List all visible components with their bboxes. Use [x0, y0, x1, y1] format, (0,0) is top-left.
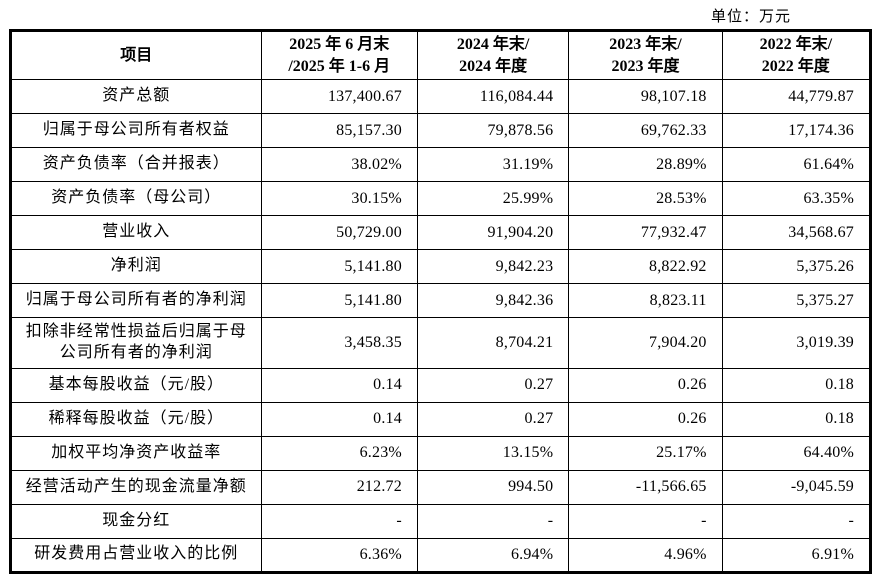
cell-value: 98,107.18 [568, 79, 723, 115]
table-row: 资产负债率（母公司） 30.15% 25.99% 28.53% 63.35% [10, 181, 872, 217]
row-label: 研发费用占营业收入的比例 [10, 537, 262, 573]
row-label: 营业收入 [10, 215, 262, 251]
row-label: 资产总额 [10, 79, 262, 115]
row-label: 经营活动产生的现金流量净额 [10, 469, 262, 505]
cell-value: 3,019.39 [721, 317, 872, 369]
cell-value: 4.96% [568, 537, 723, 573]
table-row: 归属于母公司所有者权益 85,157.30 79,878.56 69,762.3… [10, 113, 872, 149]
cell-value: 63.35% [721, 181, 872, 217]
cell-value: 3,458.35 [260, 317, 418, 369]
cell-value: 50,729.00 [260, 215, 418, 251]
cell-value: 31.19% [416, 147, 570, 183]
row-label: 基本每股收益（元/股） [10, 367, 262, 403]
cell-value: 28.53% [568, 181, 723, 217]
cell-value: 8,704.21 [416, 317, 570, 369]
cell-value: 38.02% [260, 147, 418, 183]
cell-value: 25.17% [568, 435, 723, 471]
cell-value: 0.18 [721, 401, 872, 437]
cell-value: 0.27 [416, 401, 570, 437]
table-row: 净利润 5,141.80 9,842.23 8,822.92 5,375.26 [10, 249, 872, 285]
row-label: 净利润 [10, 249, 262, 285]
row-label: 扣除非经常性损益后归属于母 公司所有者的净利润 [10, 317, 262, 369]
cell-value: -9,045.59 [721, 469, 872, 505]
column-header-2025: 2025 年 6 月末 /2025 年 1-6 月 [260, 29, 418, 81]
row-label: 资产负债率（母公司） [10, 181, 262, 217]
row-label: 稀释每股收益（元/股） [10, 401, 262, 437]
cell-value: 6.94% [416, 537, 570, 573]
table-row: 营业收入 50,729.00 91,904.20 77,932.47 34,56… [10, 215, 872, 251]
cell-value: 212.72 [260, 469, 418, 505]
cell-value: 0.18 [721, 367, 872, 403]
cell-value: 8,823.11 [568, 283, 723, 319]
cell-value: 28.89% [568, 147, 723, 183]
cell-value: 6.36% [260, 537, 418, 573]
cell-value: 85,157.30 [260, 113, 418, 149]
cell-value: 64.40% [721, 435, 872, 471]
cell-value: 116,084.44 [416, 79, 570, 115]
cell-value: 30.15% [260, 181, 418, 217]
cell-value: 5,141.80 [260, 249, 418, 285]
table-row: 经营活动产生的现金流量净额 212.72 994.50 -11,566.65 -… [10, 469, 872, 505]
table-row: 归属于母公司所有者的净利润 5,141.80 9,842.36 8,823.11… [10, 283, 872, 319]
cell-value: - [260, 503, 418, 539]
column-header-2024: 2024 年末/ 2024 年度 [416, 29, 570, 81]
row-label: 归属于母公司所有者的净利润 [10, 283, 262, 319]
cell-value: 69,762.33 [568, 113, 723, 149]
cell-value: 6.23% [260, 435, 418, 471]
table-row: 研发费用占营业收入的比例 6.36% 6.94% 4.96% 6.91% [10, 537, 872, 573]
table-row: 稀释每股收益（元/股） 0.14 0.27 0.26 0.18 [10, 401, 872, 437]
cell-value: 5,375.26 [721, 249, 872, 285]
unit-label: 单位：万元 [710, 9, 791, 25]
cell-value: 13.15% [416, 435, 570, 471]
row-label: 加权平均净资产收益率 [10, 435, 262, 471]
cell-value: 0.27 [416, 367, 570, 403]
cell-value: - [568, 503, 723, 539]
table-header-row: 项目 2025 年 6 月末 /2025 年 1-6 月 2024 年末/ 20… [10, 29, 872, 81]
cell-value: 994.50 [416, 469, 570, 505]
cell-value: 137,400.67 [260, 79, 418, 115]
column-header-2022: 2022 年末/ 2022 年度 [721, 29, 872, 81]
cell-value: 8,822.92 [568, 249, 723, 285]
cell-value: 0.14 [260, 367, 418, 403]
cell-value: - [416, 503, 570, 539]
cell-value: 79,878.56 [416, 113, 570, 149]
cell-value: 77,932.47 [568, 215, 723, 251]
cell-value: 0.14 [260, 401, 418, 437]
cell-value: 61.64% [721, 147, 872, 183]
table-row: 资产负债率（合并报表） 38.02% 31.19% 28.89% 61.64% [10, 147, 872, 183]
cell-value: 6.91% [721, 537, 872, 573]
cell-value: 44,779.87 [721, 79, 872, 115]
row-label: 现金分红 [10, 503, 262, 539]
cell-value: 0.26 [568, 401, 723, 437]
table-row: 基本每股收益（元/股） 0.14 0.27 0.26 0.18 [10, 367, 872, 403]
table-row: 资产总额 137,400.67 116,084.44 98,107.18 44,… [10, 79, 872, 115]
cell-value: 5,141.80 [260, 283, 418, 319]
cell-value: 5,375.27 [721, 283, 872, 319]
financial-summary-table: 项目 2025 年 6 月末 /2025 年 1-6 月 2024 年末/ 20… [9, 29, 872, 574]
cell-value: - [721, 503, 872, 539]
cell-value: 25.99% [416, 181, 570, 217]
cell-value: 91,904.20 [416, 215, 570, 251]
table-row: 加权平均净资产收益率 6.23% 13.15% 25.17% 64.40% [10, 435, 872, 471]
row-label: 归属于母公司所有者权益 [10, 113, 262, 149]
column-header-item: 项目 [10, 29, 262, 81]
column-header-2023: 2023 年末/ 2023 年度 [568, 29, 723, 81]
cell-value: -11,566.65 [568, 469, 723, 505]
cell-value: 17,174.36 [721, 113, 872, 149]
cell-value: 9,842.23 [416, 249, 570, 285]
cell-value: 0.26 [568, 367, 723, 403]
table-row: 扣除非经常性损益后归属于母 公司所有者的净利润 3,458.35 8,704.2… [10, 317, 872, 369]
table-row: 现金分红 - - - - [10, 503, 872, 539]
cell-value: 34,568.67 [721, 215, 872, 251]
cell-value: 9,842.36 [416, 283, 570, 319]
cell-value: 7,904.20 [568, 317, 723, 369]
row-label: 资产负债率（合并报表） [10, 147, 262, 183]
